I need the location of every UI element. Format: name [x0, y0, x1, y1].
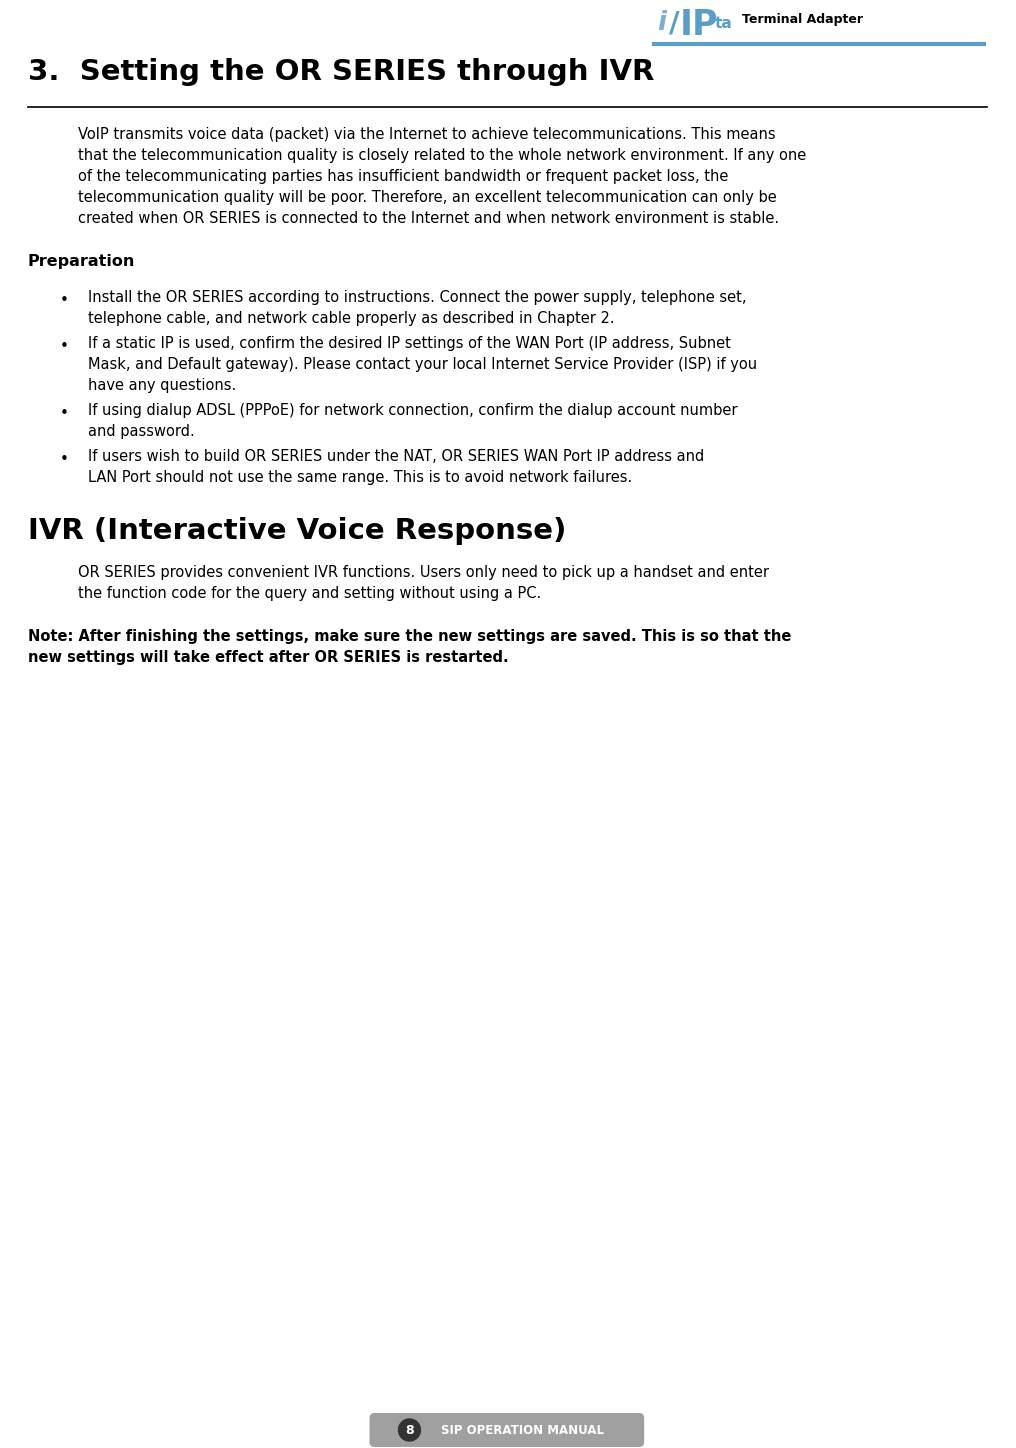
- Text: and password.: and password.: [88, 424, 195, 439]
- Text: LAN Port should not use the same range. This is to avoid network failures.: LAN Port should not use the same range. …: [88, 471, 632, 485]
- FancyBboxPatch shape: [370, 1413, 644, 1447]
- Text: telecommunication quality will be poor. Therefore, an excellent telecommunicatio: telecommunication quality will be poor. …: [78, 190, 776, 206]
- Text: telephone cable, and network cable properly as described in Chapter 2.: telephone cable, and network cable prope…: [88, 311, 615, 326]
- Text: VoIP transmits voice data (packet) via the Internet to achieve telecommunication: VoIP transmits voice data (packet) via t…: [78, 127, 775, 142]
- Text: ta: ta: [715, 16, 733, 30]
- Text: /: /: [670, 10, 680, 38]
- Text: •: •: [60, 452, 69, 468]
- Circle shape: [398, 1419, 421, 1441]
- Text: If using dialup ADSL (PPPoE) for network connection, confirm the dialup account : If using dialup ADSL (PPPoE) for network…: [88, 403, 738, 418]
- Text: the function code for the query and setting without using a PC.: the function code for the query and sett…: [78, 586, 542, 601]
- Text: created when OR SERIES is connected to the Internet and when network environment: created when OR SERIES is connected to t…: [78, 211, 779, 226]
- Text: 3.  Setting the OR SERIES through IVR: 3. Setting the OR SERIES through IVR: [28, 58, 654, 85]
- Text: Terminal Adapter: Terminal Adapter: [742, 13, 863, 26]
- Text: •: •: [60, 405, 69, 421]
- Text: •: •: [60, 339, 69, 353]
- Text: •: •: [60, 292, 69, 308]
- Text: Install the OR SERIES according to instructions. Connect the power supply, telep: Install the OR SERIES according to instr…: [88, 290, 747, 306]
- Text: If a static IP is used, confirm the desired IP settings of the WAN Port (IP addr: If a static IP is used, confirm the desi…: [88, 336, 731, 350]
- Text: SIP OPERATION MANUAL: SIP OPERATION MANUAL: [441, 1423, 605, 1436]
- Text: If users wish to build OR SERIES under the NAT, OR SERIES WAN Port IP address an: If users wish to build OR SERIES under t…: [88, 449, 704, 463]
- Text: 8: 8: [405, 1423, 414, 1436]
- Text: IVR (Interactive Voice Response): IVR (Interactive Voice Response): [28, 517, 566, 544]
- Text: OR SERIES provides convenient IVR functions. Users only need to pick up a handse: OR SERIES provides convenient IVR functi…: [78, 565, 769, 581]
- Text: new settings will take effect after OR SERIES is restarted.: new settings will take effect after OR S…: [28, 650, 509, 665]
- Text: have any questions.: have any questions.: [88, 378, 236, 392]
- Text: of the telecommunicating parties has insufficient bandwidth or frequent packet l: of the telecommunicating parties has ins…: [78, 169, 728, 184]
- Text: Mask, and Default gateway). Please contact your local Internet Service Provider : Mask, and Default gateway). Please conta…: [88, 358, 757, 372]
- Text: IP: IP: [680, 9, 718, 42]
- Text: i: i: [657, 10, 666, 36]
- Text: Preparation: Preparation: [28, 253, 135, 269]
- Text: Note: After finishing the settings, make sure the new settings are saved. This i: Note: After finishing the settings, make…: [28, 628, 791, 644]
- Text: that the telecommunication quality is closely related to the whole network envir: that the telecommunication quality is cl…: [78, 148, 806, 164]
